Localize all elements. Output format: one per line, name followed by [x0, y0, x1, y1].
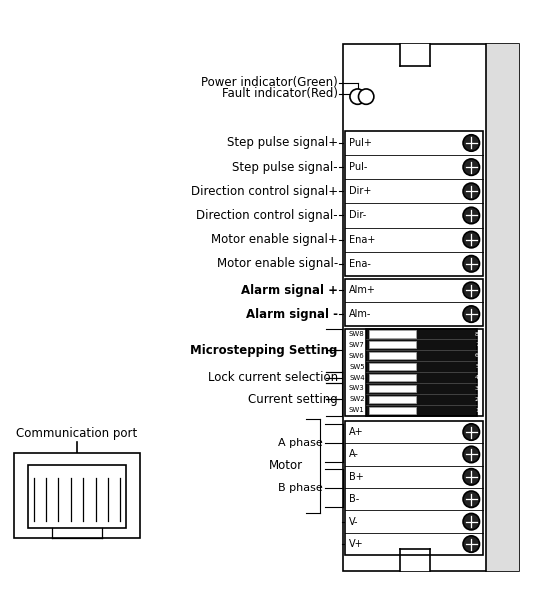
Circle shape	[463, 135, 480, 151]
Bar	[369, 363, 416, 370]
Text: B phase: B phase	[278, 483, 322, 493]
Text: Current setting: Current setting	[248, 393, 338, 406]
Text: 4: 4	[475, 375, 479, 380]
Text: SW1: SW1	[349, 407, 365, 413]
Text: 5: 5	[475, 364, 479, 369]
Text: SW6: SW6	[349, 353, 365, 359]
Text: Ena+: Ena+	[349, 235, 376, 245]
Circle shape	[463, 491, 480, 507]
Bar	[28, 465, 126, 528]
Text: 3: 3	[475, 386, 479, 391]
Text: Motor enable signal-: Motor enable signal-	[216, 257, 338, 270]
Text: 6: 6	[475, 353, 479, 359]
Text: A phase: A phase	[278, 438, 322, 448]
Text: SW4: SW4	[349, 375, 365, 381]
Text: Alarm signal -: Alarm signal -	[246, 308, 338, 320]
Circle shape	[463, 424, 480, 440]
Text: Power indicator(Green): Power indicator(Green)	[201, 76, 338, 89]
Text: SW8: SW8	[349, 331, 365, 337]
Bar	[366, 328, 477, 416]
Text: 1: 1	[475, 408, 479, 413]
Bar	[486, 44, 519, 571]
Text: SW3: SW3	[349, 386, 365, 391]
Circle shape	[463, 207, 480, 224]
Text: Step pulse signal+: Step pulse signal+	[227, 137, 338, 149]
Text: Fault indicator(Red): Fault indicator(Red)	[222, 87, 338, 100]
Bar	[369, 352, 416, 359]
Text: B+: B+	[349, 472, 364, 482]
Text: Direction control signal-: Direction control signal-	[196, 209, 338, 222]
Text: Step pulse signal-: Step pulse signal-	[232, 161, 338, 173]
Circle shape	[463, 306, 480, 322]
Text: Alm+: Alm+	[349, 285, 376, 295]
Circle shape	[463, 514, 480, 530]
Bar	[369, 407, 416, 414]
Text: A+: A+	[349, 427, 364, 437]
Text: 2: 2	[475, 397, 479, 402]
Text: Direction control signal+: Direction control signal+	[190, 184, 338, 198]
Circle shape	[463, 469, 480, 485]
Text: Communication port: Communication port	[17, 427, 137, 440]
Text: Lock current selection: Lock current selection	[208, 371, 338, 384]
Circle shape	[463, 183, 480, 199]
Text: Alarm signal +: Alarm signal +	[241, 284, 338, 297]
Text: Dir+: Dir+	[349, 186, 371, 196]
Text: A-: A-	[349, 450, 359, 459]
Bar	[345, 279, 484, 326]
Circle shape	[463, 231, 480, 248]
Circle shape	[463, 282, 480, 299]
Text: 7: 7	[475, 343, 479, 347]
Text: DC24~80V: DC24~80V	[348, 509, 394, 518]
Bar	[343, 44, 519, 571]
Text: SW2: SW2	[349, 396, 365, 402]
Text: Pul-: Pul-	[349, 162, 368, 172]
Bar	[345, 131, 484, 276]
Text: Dir-: Dir-	[349, 210, 367, 220]
Circle shape	[463, 536, 480, 552]
Bar	[14, 453, 140, 538]
Bar	[400, 549, 430, 571]
Bar	[369, 374, 416, 381]
Text: AC20~70V: AC20~70V	[348, 532, 393, 541]
Text: Microstepping Setting: Microstepping Setting	[190, 344, 338, 357]
Text: Alm-: Alm-	[349, 309, 371, 319]
Text: Ena-: Ena-	[349, 259, 371, 269]
Circle shape	[463, 256, 480, 272]
Text: 8: 8	[475, 331, 479, 336]
Bar	[345, 328, 484, 416]
Bar	[369, 395, 416, 403]
Bar	[369, 341, 416, 349]
Circle shape	[463, 446, 480, 462]
Circle shape	[358, 89, 374, 105]
Text: Motor enable signal+: Motor enable signal+	[211, 233, 338, 246]
Circle shape	[463, 159, 480, 175]
Circle shape	[350, 89, 365, 105]
Text: Motor: Motor	[269, 459, 303, 472]
Text: Pul+: Pul+	[349, 138, 372, 148]
Text: V-: V-	[349, 517, 359, 526]
Bar	[369, 330, 416, 338]
Bar	[345, 421, 484, 555]
Text: SW5: SW5	[349, 363, 365, 370]
Text: V+: V+	[349, 539, 364, 549]
Text: B-: B-	[349, 494, 359, 504]
Bar	[369, 385, 416, 392]
Text: SW7: SW7	[349, 342, 365, 348]
Bar	[400, 44, 430, 66]
